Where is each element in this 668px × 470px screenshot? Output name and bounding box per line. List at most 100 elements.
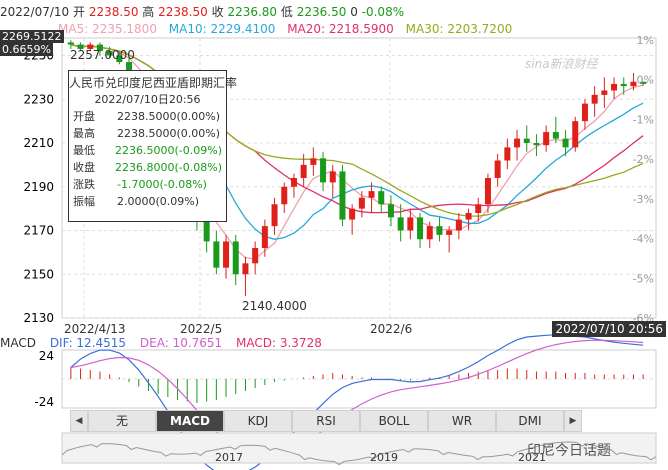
- candle-body: [426, 226, 433, 240]
- candle-body: [290, 178, 297, 187]
- high-value: 2238.50: [158, 5, 208, 19]
- dif-value: DIF: 12.4515: [49, 336, 127, 350]
- tooltip-value: 2236.5000(-0.09%): [115, 144, 222, 157]
- tab-rsi[interactable]: RSI: [292, 410, 360, 432]
- tab-none[interactable]: 无: [88, 410, 156, 432]
- candle-body: [387, 204, 394, 218]
- x-tick-label: 2022/4/13: [64, 322, 126, 336]
- tooltip-datetime: 2022/07/10日20:56: [94, 93, 201, 106]
- candle-body: [446, 230, 453, 235]
- indicator-tabs: ◀ 无 MACD KDJ RSI BOLL WR DMI ▶: [70, 410, 582, 432]
- tooltip-value: -1.7000(-0.08%): [117, 178, 207, 191]
- tab-kdj[interactable]: KDJ: [224, 410, 292, 432]
- macd-value: MACD: 3.3728: [236, 336, 322, 350]
- y-tick-label: 2170: [23, 224, 54, 238]
- candle-body: [106, 51, 113, 56]
- candle-body: [601, 90, 608, 95]
- brand-watermark: 印尼今日话题: [527, 443, 611, 459]
- overview-year-label: 2019: [370, 451, 398, 464]
- current-pct-marker: 0.6659%: [0, 43, 53, 56]
- dea-line: [70, 339, 644, 457]
- macd-panel: 24 -24: [34, 334, 657, 470]
- candle-body: [397, 217, 404, 231]
- open-label: 开: [73, 5, 86, 19]
- pct-tick-label: -2%: [633, 153, 654, 166]
- y-tick-label: 2130: [23, 311, 54, 325]
- sina-watermark: sina新浪财经: [525, 57, 598, 71]
- tab-wr[interactable]: WR: [428, 410, 496, 432]
- ma-legend: MA5: 2235.1800 MA10: 2229.4100 MA20: 221…: [58, 22, 520, 36]
- candle-body: [96, 44, 103, 52]
- candle-body: [581, 103, 588, 122]
- candle-body: [436, 226, 443, 235]
- y-tick-label: 2150: [23, 267, 54, 281]
- macd-tick-label: 24: [39, 349, 54, 363]
- candle-body: [320, 158, 327, 183]
- candle-body: [455, 219, 462, 231]
- overview-strip: 2017 2019 2021: [61, 432, 657, 466]
- candle-body: [271, 204, 278, 227]
- tooltip-value: 2236.8000(-0.08%): [115, 161, 222, 174]
- ma10-legend: MA10: 2229.4100: [168, 22, 276, 36]
- candle-body: [407, 217, 414, 231]
- pct-tick-label: 0%: [637, 74, 654, 87]
- candle-body: [640, 81, 647, 84]
- candle-tooltip: 人民币兑印度尼西亚盾即期汇率 2022/07/10日20:56 开盘 2238.5…: [68, 70, 238, 222]
- tooltip-key: 振幅: [73, 195, 95, 208]
- overview-frame: [61, 432, 657, 464]
- y-tick-label: 2210: [23, 136, 54, 150]
- candle-body: [223, 241, 230, 268]
- candle-body: [620, 83, 627, 87]
- candle-body: [572, 121, 579, 148]
- ma30-legend: MA30: 2203.7200: [405, 22, 513, 36]
- tabs-prev-button[interactable]: ◀: [70, 410, 88, 432]
- tooltip-value: 2.0000(0.09%): [117, 195, 200, 208]
- candle-body: [523, 138, 530, 143]
- candle-body: [475, 204, 482, 213]
- tooltip-key: 开盘: [73, 110, 95, 123]
- macd-legend: MACD DIF: 12.4515 DEA: 10.7651 MACD: 3.3…: [0, 336, 332, 350]
- candle-body: [562, 138, 569, 148]
- tab-dmi[interactable]: DMI: [496, 410, 564, 432]
- dea-value: DEA: 10.7651: [139, 336, 223, 350]
- candle-body: [300, 164, 307, 178]
- change-pct: -0.08%: [361, 5, 405, 19]
- candle-body: [533, 143, 540, 146]
- candle-body: [116, 55, 123, 63]
- close-label: 收: [211, 5, 224, 19]
- candle-body: [329, 171, 336, 183]
- tooltip-title: 人民币兑印度尼西亚盾即期汇率: [69, 76, 238, 90]
- overview-year-label: 2021: [518, 451, 546, 464]
- x-tick-label: 2022/6: [370, 322, 412, 336]
- tooltip-key: 最高: [73, 127, 95, 140]
- tooltip-row: 涨跌 -1.7000(-0.08%): [69, 176, 226, 193]
- volume-value: 0: [350, 5, 358, 19]
- pct-tick-label: -5%: [633, 272, 654, 285]
- crosshair-date: 2022/07/10 20:56: [552, 321, 666, 337]
- candle-body: [77, 44, 84, 49]
- tooltip-row: 收盘 2236.8000(-0.08%): [69, 159, 226, 176]
- y-tick-label: 2230: [23, 92, 54, 106]
- candle-body: [417, 217, 424, 240]
- tab-boll[interactable]: BOLL: [360, 410, 428, 432]
- candle-body: [87, 44, 94, 49]
- low-label: 低: [280, 5, 293, 19]
- pct-tick-label: -3%: [633, 193, 654, 206]
- candle-body: [504, 147, 511, 161]
- macd-title: MACD: [0, 336, 36, 350]
- candle-body: [261, 226, 268, 248]
- candle-body: [543, 132, 550, 146]
- pct-tick-label: -1%: [633, 113, 654, 126]
- tooltip-row: 振幅 2.0000(0.09%): [69, 193, 226, 210]
- tab-macd[interactable]: MACD: [156, 410, 224, 432]
- candlestick-series: [67, 40, 647, 297]
- current-price-marker: 2269.5122: [0, 30, 64, 43]
- tabs-next-button[interactable]: ▶: [564, 410, 582, 432]
- tooltip-value: 2238.5000(0.00%): [117, 127, 221, 140]
- candle-body: [67, 42, 74, 45]
- candle-body: [494, 160, 501, 178]
- candle-body: [514, 138, 521, 148]
- candle-body: [213, 241, 220, 268]
- ma20-legend: MA20: 2218.5900: [287, 22, 394, 36]
